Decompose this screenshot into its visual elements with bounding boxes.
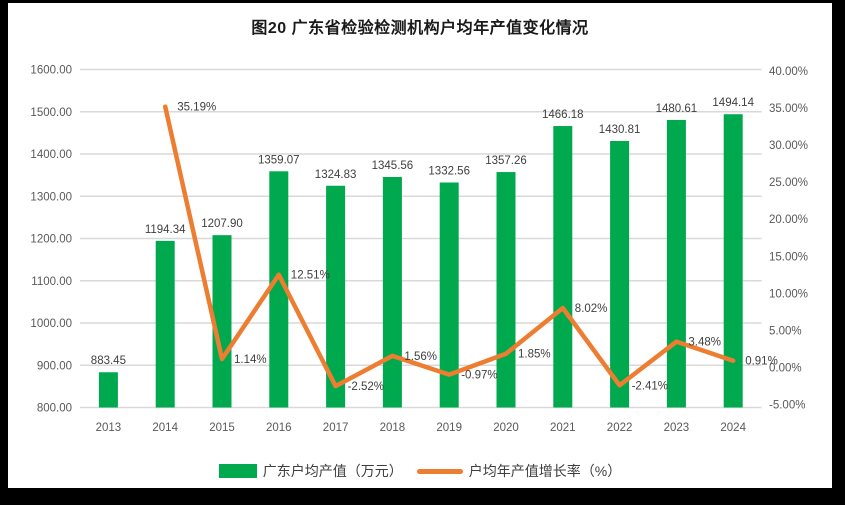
bar-2021 [553, 126, 573, 408]
bar-2015 [212, 235, 232, 408]
left-axis-tick-label: 800.00 [37, 403, 72, 415]
bar-value-label: 1324.83 [315, 169, 357, 181]
bar-2019 [439, 182, 459, 408]
left-axis-tick-label: 1100.00 [31, 276, 72, 288]
line-point-label: 1.14% [234, 354, 267, 366]
x-axis-category-label: 2020 [493, 422, 519, 434]
bar-2024 [723, 114, 743, 408]
bar-2013 [98, 372, 118, 408]
line-point-label: 1.56% [404, 351, 437, 363]
line-point-label: 8.02% [575, 303, 608, 315]
chart-legend: 广东户均产值（万元） 户均年产值增长率（%） [8, 460, 832, 482]
line-series-swatch [416, 468, 463, 474]
legend-item-bar-series: 广东户均产值（万元） [218, 461, 403, 481]
left-axis-tick-label: 1200.00 [30, 234, 72, 246]
bar-2014 [155, 240, 175, 408]
right-axis-tick-label: 5.00% [769, 325, 802, 337]
left-axis-tick-label: 1300.00 [30, 191, 72, 203]
line-point-label: -2.41% [632, 380, 668, 392]
left-axis-tick-label: 900.00 [37, 360, 72, 372]
line-point-label: -0.97% [461, 370, 497, 382]
bar-2023 [666, 119, 686, 408]
legend-item-line-series: 户均年产值增长率（%） [416, 461, 622, 481]
bar-value-label: 1359.07 [258, 154, 300, 166]
line-point-label: 12.51% [291, 270, 330, 282]
bar-value-label: 1345.56 [372, 160, 414, 172]
bar-2016 [269, 171, 289, 408]
right-axis-tick-label: -5.00% [769, 400, 805, 412]
line-point-label: 3.48% [688, 337, 721, 349]
right-axis-tick-label: 25.00% [769, 177, 808, 189]
line-point-label: 0.91% [745, 356, 778, 368]
bar-value-label: 1357.26 [485, 155, 527, 167]
x-axis-category-label: 2014 [152, 422, 178, 434]
right-axis-tick-label: 20.00% [769, 214, 808, 226]
right-axis-tick-label: 40.00% [769, 66, 808, 78]
line-point-label: 1.85% [518, 349, 551, 361]
right-axis-tick-label: 0.00% [769, 362, 802, 374]
right-axis-tick-label: 35.00% [769, 103, 808, 115]
bar-value-label: 1466.18 [542, 109, 584, 121]
left-axis-tick-label: 1500.00 [30, 107, 72, 119]
bar-series-label: 广东户均产值（万元） [262, 463, 403, 479]
x-axis-category-label: 2015 [209, 422, 235, 434]
bar-value-label: 883.45 [91, 355, 126, 367]
x-axis-category-label: 2013 [96, 422, 122, 434]
line-series-label: 户均年产值增长率（%） [468, 463, 622, 479]
bar-2020 [496, 172, 516, 408]
x-axis-category-label: 2017 [323, 422, 349, 434]
x-axis-category-label: 2023 [664, 422, 690, 434]
left-axis-tick-label: 1600.00 [30, 65, 72, 77]
bar-value-label: 1494.14 [712, 97, 754, 109]
x-axis-category-label: 2018 [380, 422, 406, 434]
bar-value-label: 1332.56 [428, 165, 470, 177]
line-point-label: 35.19% [177, 102, 216, 114]
left-axis-tick-label: 1000.00 [30, 318, 72, 330]
bar-2022 [610, 140, 630, 408]
bar-value-label: 1480.61 [656, 103, 698, 115]
bar-series-swatch [218, 464, 257, 478]
bar-2017 [326, 185, 346, 408]
growth-rate-line [162, 104, 736, 389]
x-axis-category-label: 2016 [266, 422, 292, 434]
bar-value-label: 1194.34 [145, 224, 186, 236]
x-axis-category-label: 2022 [607, 422, 633, 434]
bar-value-label: 1207.90 [201, 218, 243, 230]
right-axis-tick-label: 10.00% [769, 288, 808, 300]
chart-title: 图20 广东省检验检测机构户均年产值变化情况 [251, 20, 589, 37]
x-axis-category-label: 2021 [550, 422, 576, 434]
right-axis-tick-label: 15.00% [769, 251, 808, 263]
bar-value-label: 1430.81 [599, 124, 641, 136]
left-axis-tick-label: 1400.00 [30, 149, 72, 161]
bar-2018 [382, 177, 402, 408]
x-axis-category-label: 2019 [436, 422, 462, 434]
x-axis-category-label: 2024 [720, 422, 746, 434]
line-point-label: -2.52% [348, 381, 384, 393]
right-axis-tick-label: 30.00% [769, 140, 808, 152]
